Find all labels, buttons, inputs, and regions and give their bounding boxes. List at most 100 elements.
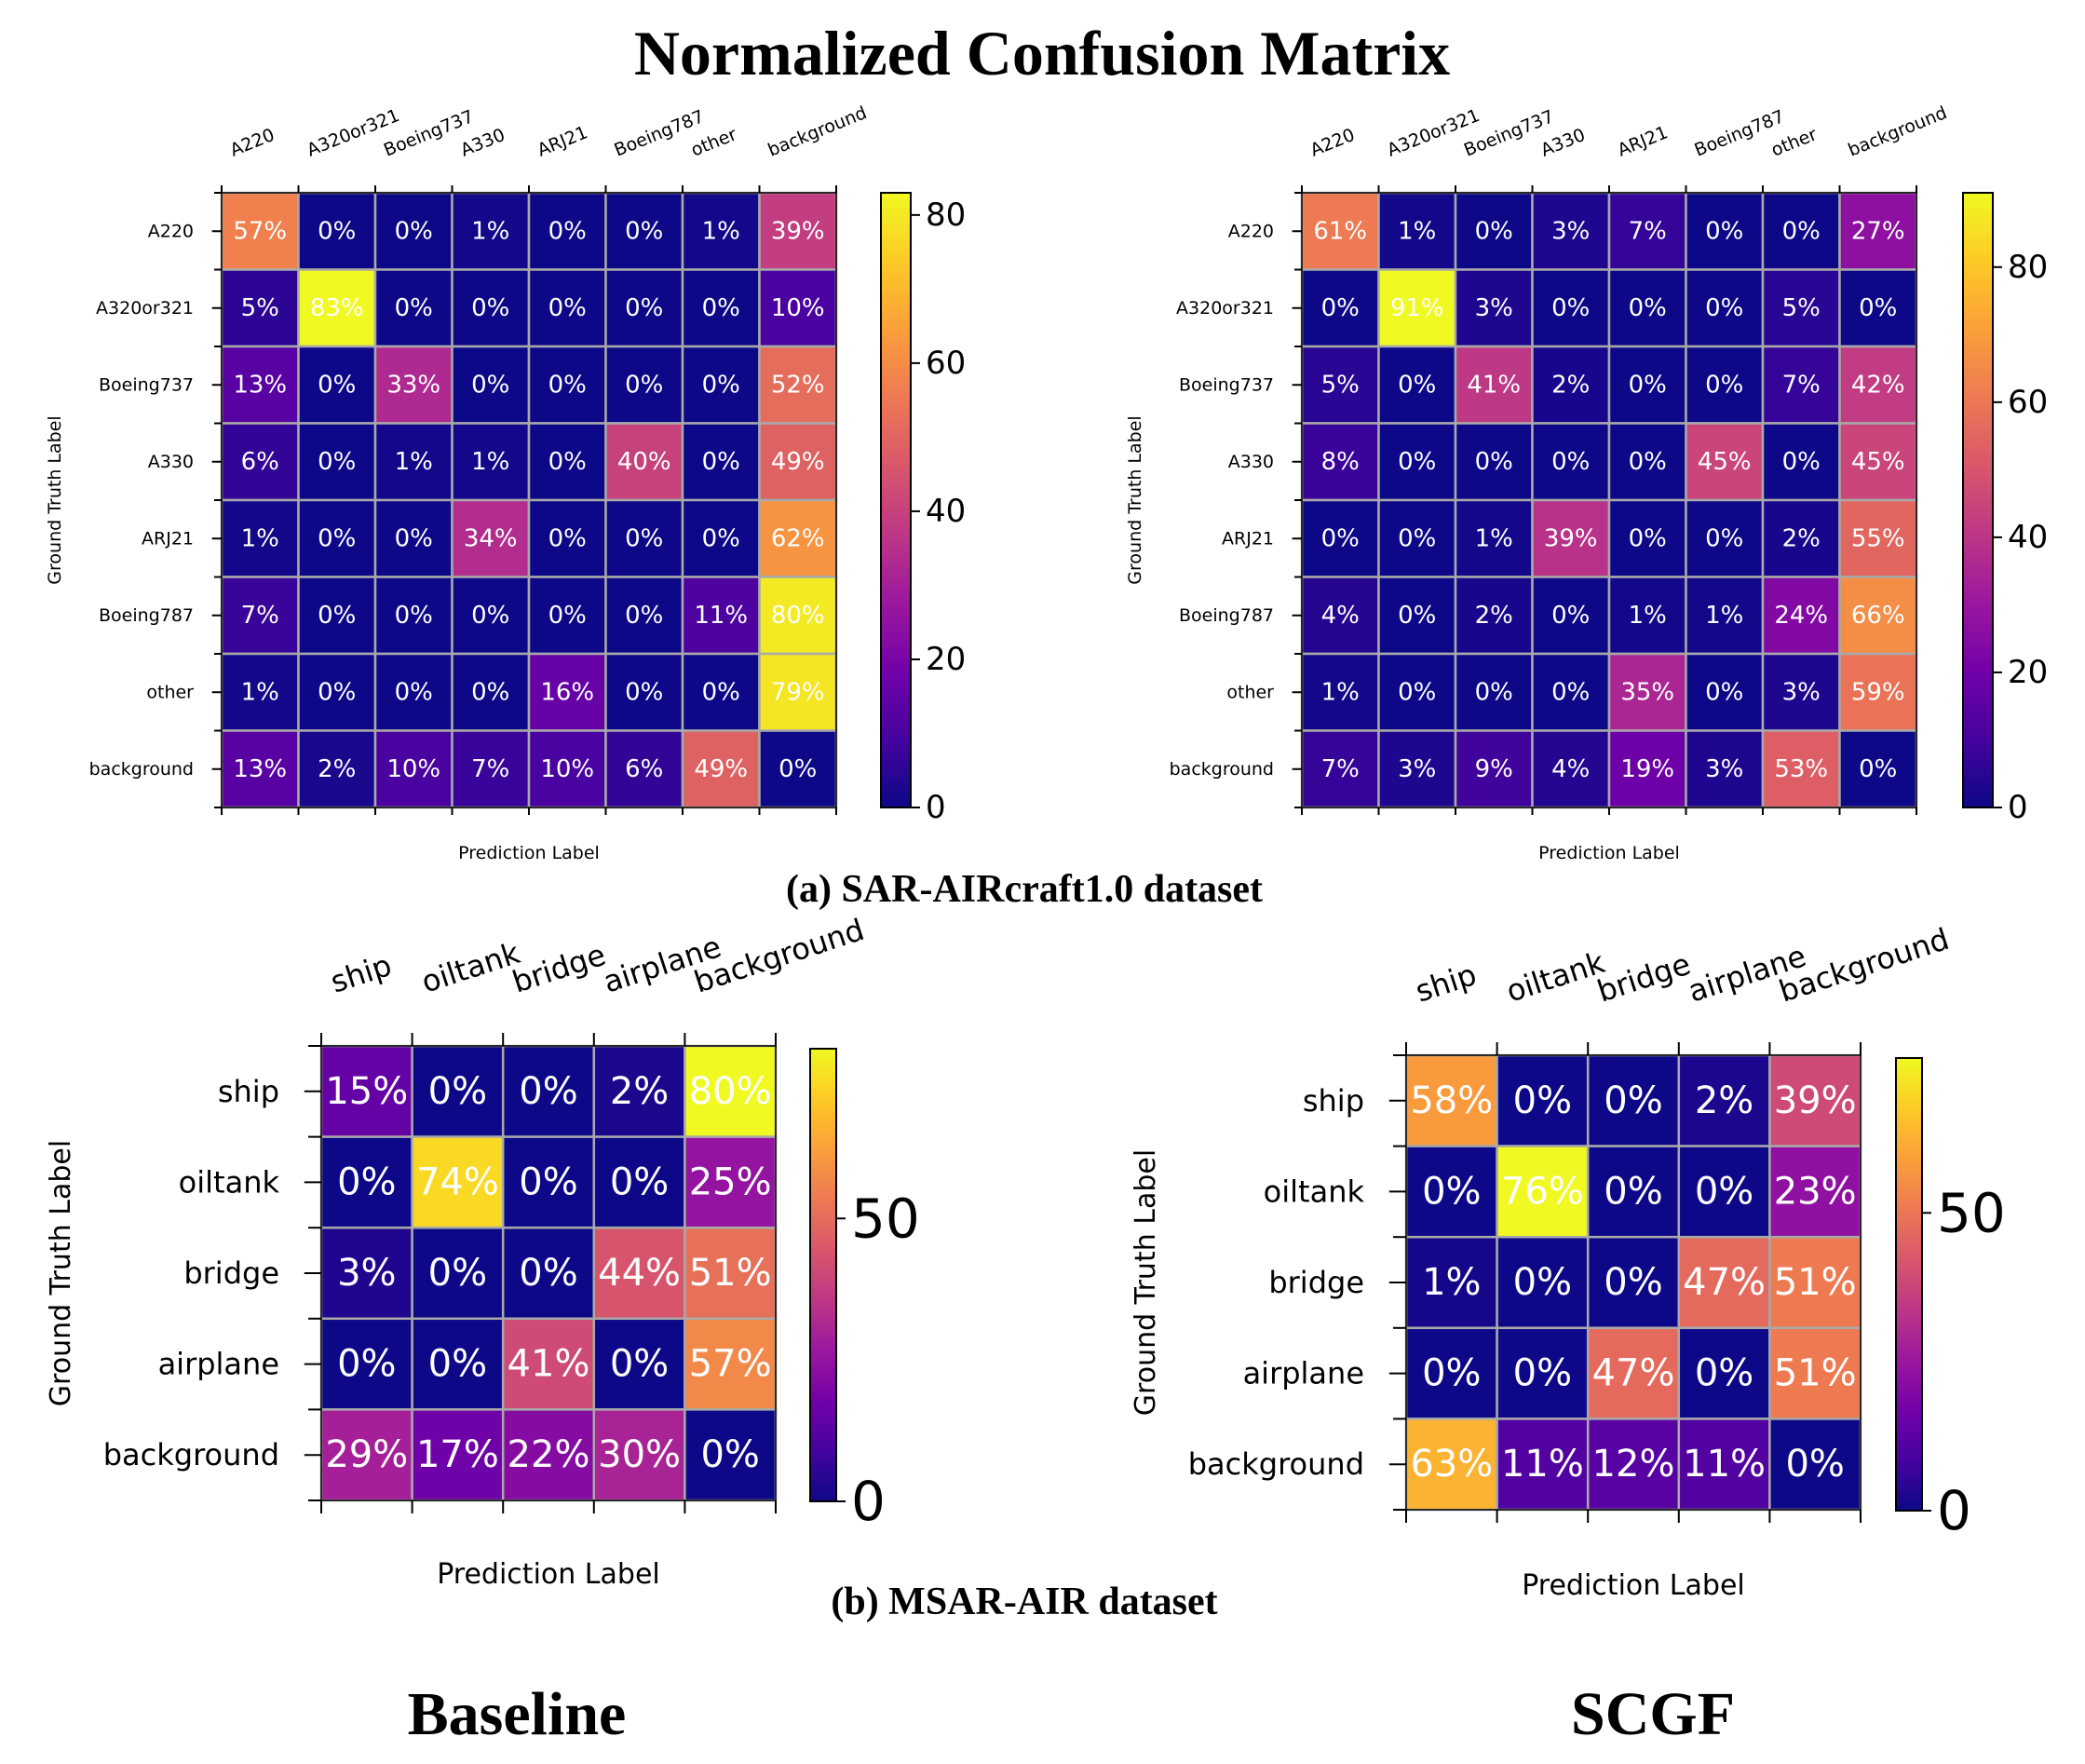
heatmap-cell [527, 729, 607, 809]
y-tick-label: ship [218, 1074, 279, 1109]
cell-value-label: 5% [1782, 294, 1821, 322]
cell-value-label: 57% [233, 217, 287, 245]
heatmap-cell [758, 729, 838, 809]
cell-value-label: 39% [1774, 1079, 1857, 1122]
y-tick-label: A320or321 [1176, 298, 1274, 319]
cell-value-label: 0% [1782, 217, 1821, 245]
heatmap-cell [1838, 422, 1918, 502]
cell-value-label: 53% [1774, 755, 1828, 783]
cell-value-label: 0% [610, 1343, 669, 1386]
heatmap-cell [501, 1226, 596, 1321]
cell-value-label: 10% [540, 755, 594, 783]
cell-value-label: 0% [395, 217, 433, 245]
cell-value-label: 25% [689, 1160, 772, 1203]
cell-value-label: 0% [1398, 371, 1436, 399]
cell-value-label: 2% [318, 755, 356, 783]
figure-title: Normalized Confusion Matrix [634, 18, 1450, 88]
heatmap-cell [1300, 498, 1380, 578]
colorbar-tick-label: 0 [1937, 1479, 1971, 1542]
y-tick-label: background [103, 1437, 279, 1472]
x-tick-label: ARJ21 [535, 122, 590, 160]
heatmap-cell [451, 498, 531, 578]
cell-value-label: 0% [1513, 1261, 1572, 1304]
heatmap-cell [411, 1226, 505, 1321]
cell-value-label: 0% [428, 1252, 487, 1295]
cell-value-label: 24% [1774, 602, 1828, 630]
cell-value-label: 59% [1851, 678, 1905, 706]
heatmap-cell [1531, 498, 1611, 578]
cell-value-label: 0% [1398, 448, 1436, 476]
y-tick-label: oiltank [1264, 1174, 1365, 1209]
cell-value-label: 11% [694, 602, 748, 630]
heatmap-cell [758, 268, 838, 348]
heatmap-cell [1496, 1418, 1590, 1512]
heatmap-cell [319, 1408, 413, 1502]
caption-b: (b) MSAR-AIR dataset [831, 1581, 1217, 1623]
cell-value-label: 1% [471, 448, 509, 476]
cell-value-label: 0% [395, 678, 433, 706]
cell-value-label: 0% [702, 524, 740, 552]
cell-value-label: 7% [1629, 217, 1667, 245]
cell-value-label: 0% [610, 1160, 669, 1203]
cell-value-label: 0% [702, 448, 740, 476]
cell-value-label: 0% [318, 448, 356, 476]
label-baseline: Baseline [408, 1680, 627, 1748]
cell-value-label: 0% [1629, 448, 1667, 476]
x-tick-label: background [1846, 102, 1950, 161]
cell-value-label: 0% [1513, 1079, 1572, 1122]
cell-value-label: 47% [1592, 1352, 1675, 1395]
heatmap-cell [1685, 498, 1765, 578]
cell-value-label: 0% [1475, 448, 1513, 476]
y-axis-label: Ground Truth Label [45, 1140, 77, 1406]
cell-value-label: 0% [1705, 524, 1743, 552]
y-axis-label: Ground Truth Label [45, 415, 65, 584]
cell-value-label: 7% [471, 755, 509, 783]
y-tick-label: Boeing787 [99, 605, 194, 626]
cell-value-label: 0% [778, 755, 817, 783]
heatmap-cell [297, 268, 377, 348]
cell-value-label: 0% [1782, 448, 1821, 476]
x-tick-label: A330 [458, 125, 508, 161]
cell-value-label: 49% [771, 448, 825, 476]
cell-value-label: 0% [625, 371, 663, 399]
heatmap-cell [1685, 729, 1765, 809]
heatmap-cell [451, 268, 531, 348]
y-tick-label: background [1188, 1446, 1364, 1482]
cell-value-label: 8% [1321, 448, 1360, 476]
heatmap-cell [1454, 652, 1534, 732]
heatmap-cell [527, 422, 607, 502]
cell-value-label: 0% [318, 524, 356, 552]
cell-value-label: 0% [318, 217, 356, 245]
cell-value-label: 4% [1551, 755, 1590, 783]
y-tick-label: other [1226, 682, 1274, 702]
cell-value-label: 0% [1604, 1079, 1662, 1122]
cell-value-label: 0% [548, 602, 587, 630]
cell-value-label: 1% [1321, 678, 1360, 706]
cell-value-label: 5% [1321, 371, 1360, 399]
cell-value-label: 74% [416, 1160, 499, 1203]
y-tick-label: Boeing737 [1179, 374, 1274, 395]
cell-value-label: 7% [1782, 371, 1821, 399]
x-tick-label: A330 [1538, 125, 1589, 161]
x-tick-label: bridge [508, 937, 610, 1000]
cell-value-label: 0% [702, 678, 740, 706]
cell-value-label: 42% [1851, 371, 1905, 399]
y-tick-label: bridge [183, 1255, 279, 1291]
heatmap-cell [319, 1226, 413, 1321]
colorbar [880, 192, 912, 808]
cell-value-label: 0% [702, 294, 740, 322]
cell-value-label: 19% [1620, 755, 1674, 783]
cell-value-label: 80% [771, 602, 825, 630]
cell-value-label: 0% [1551, 678, 1590, 706]
x-tick-label: A220 [1307, 125, 1358, 161]
cell-value-label: 0% [1475, 217, 1513, 245]
cell-value-label: 44% [598, 1252, 681, 1295]
cell-value-label: 61% [1313, 217, 1367, 245]
heatmap-cell [1377, 576, 1457, 656]
heatmap-cell [1685, 268, 1765, 348]
cell-value-label: 0% [1705, 371, 1743, 399]
cell-value-label: 0% [700, 1433, 759, 1476]
cell-value-label: 11% [1683, 1443, 1766, 1486]
colorbar [809, 1048, 837, 1502]
heatmap-cell [297, 576, 377, 656]
